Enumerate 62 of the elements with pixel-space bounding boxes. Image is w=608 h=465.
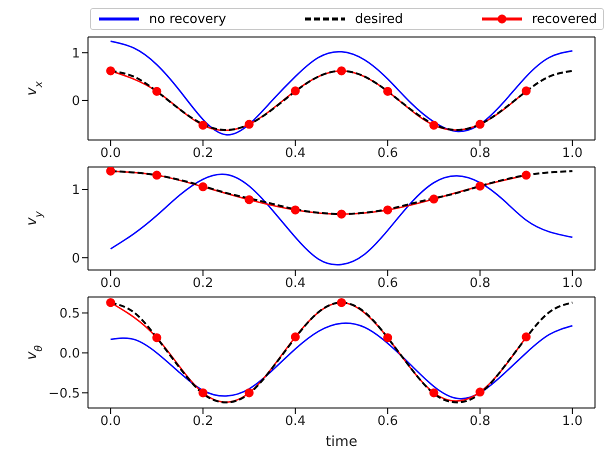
- point: [383, 333, 392, 342]
- point: [522, 332, 531, 342]
- legend-label: recovered: [530, 12, 597, 26]
- line-series: [110, 174, 574, 266]
- point: [337, 66, 346, 76]
- x-tick-label: 0.6: [377, 414, 398, 430]
- x-tick-label: 0.0: [100, 276, 121, 292]
- x-tick-label: 0.4: [284, 146, 306, 162]
- x-tick-label: 0.8: [470, 146, 490, 162]
- y-tick-label: 0.5: [59, 306, 80, 322]
- x-tick-label: 0.2: [192, 146, 214, 162]
- point: [383, 205, 392, 214]
- legend-label: desired: [354, 12, 403, 26]
- x-tick-label: 0.4: [284, 276, 306, 292]
- line-series: [110, 322, 574, 400]
- legend-label: no recovery: [148, 12, 226, 26]
- x-tick-label: 0.0: [100, 414, 121, 430]
- y-tick-label: −0.5: [48, 386, 80, 402]
- y-tick-label: 0: [72, 94, 80, 110]
- point: [476, 120, 485, 129]
- y-tick-label: 0: [72, 251, 80, 266]
- x-tick-label: 1.0: [562, 414, 583, 430]
- x-tick-label: 0.6: [377, 276, 398, 292]
- x-tick-label: 1.0: [562, 276, 583, 292]
- point: [244, 195, 254, 204]
- point: [522, 86, 531, 96]
- point: [429, 194, 438, 204]
- point: [106, 298, 116, 308]
- x-tick-label: 0.2: [192, 276, 214, 292]
- point: [337, 210, 346, 219]
- point: [429, 388, 438, 398]
- point: [244, 120, 254, 129]
- point: [290, 86, 300, 96]
- x-tick-label: 0.4: [284, 414, 306, 430]
- point: [198, 120, 208, 130]
- point: [290, 205, 300, 214]
- point: [522, 170, 531, 180]
- y-tick-label: 0.0: [59, 346, 80, 362]
- point: [106, 66, 116, 76]
- point: [429, 120, 438, 130]
- point: [198, 182, 208, 192]
- point: [290, 332, 300, 342]
- point: [106, 167, 116, 176]
- line-series: [110, 40, 574, 136]
- point: [383, 86, 392, 96]
- x-axis-title: time: [326, 434, 358, 450]
- y-tick-label: 1: [72, 46, 80, 62]
- y-tick-label: 1: [72, 183, 80, 198]
- x-tick-label: 0.0: [100, 146, 121, 162]
- x-tick-label: 0.8: [470, 414, 490, 430]
- point: [244, 388, 254, 398]
- point: [152, 170, 162, 180]
- point: [337, 298, 346, 308]
- point: [476, 388, 485, 397]
- x-tick-label: 1.0: [562, 146, 583, 162]
- point: [152, 333, 162, 342]
- point: [152, 86, 162, 96]
- x-tick-label: 0.8: [470, 276, 490, 292]
- point: [476, 182, 485, 191]
- point: [198, 388, 208, 398]
- x-tick-label: 0.2: [192, 414, 214, 430]
- x-tick-label: 0.6: [377, 146, 398, 162]
